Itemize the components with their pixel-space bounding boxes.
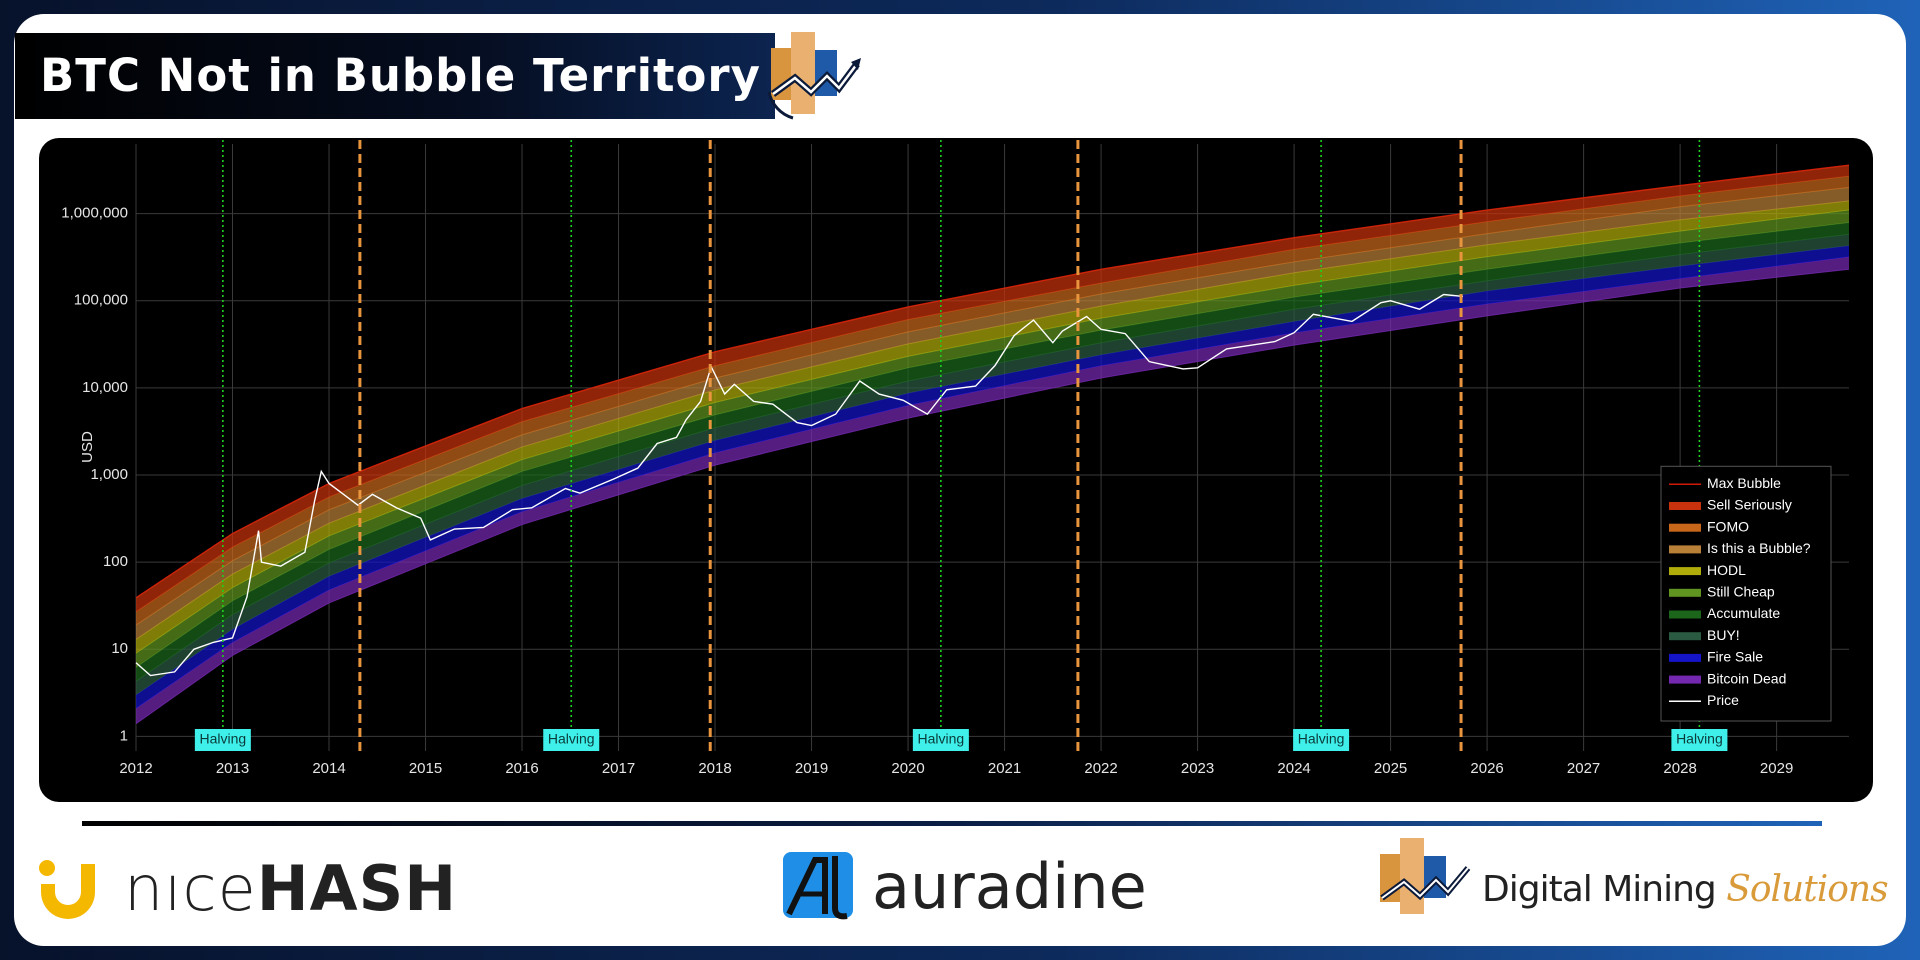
auradine-icon	[783, 852, 853, 920]
legend-label: Is this a Bubble?	[1707, 540, 1811, 556]
x-tick-label: 2021	[988, 760, 1021, 777]
legend-label: FOMO	[1707, 518, 1749, 534]
y-tick-label: 1,000	[90, 466, 128, 483]
legend-swatch	[1669, 502, 1701, 510]
x-tick-label: 2013	[216, 760, 249, 777]
x-tick-label: 2018	[698, 760, 731, 777]
y-tick-label: 10	[111, 640, 128, 657]
legend-swatch	[1669, 545, 1701, 554]
legend-swatch	[1669, 653, 1701, 662]
dms-footer-icon	[1380, 838, 1471, 914]
y-tick-label: 10,000	[82, 379, 128, 396]
x-tick-label: 2016	[505, 760, 538, 777]
legend-label: Fire Sale	[1707, 649, 1763, 665]
x-tick-label: 2027	[1567, 760, 1600, 777]
dms-accent: Solutions	[1726, 869, 1888, 910]
x-tick-label: 2017	[602, 760, 635, 777]
x-tick-label: 2028	[1663, 760, 1696, 777]
halving-label: Halving	[1676, 731, 1723, 747]
halving-label-box	[194, 729, 251, 751]
legend-swatch	[1669, 588, 1701, 597]
x-tick-label: 2019	[795, 760, 828, 777]
legend-swatch	[1669, 675, 1701, 684]
nicehash-light: nıce	[124, 852, 257, 925]
series-line	[135, 293, 1464, 677]
x-tick-label: 2015	[409, 760, 442, 777]
dms-logo: Digital Mining Solutions	[1482, 869, 1889, 910]
y-tick-label: 100,000	[74, 292, 128, 309]
y-axis-label: USD	[79, 431, 96, 463]
x-tick-label: 2025	[1374, 760, 1407, 777]
title-banner	[15, 33, 775, 119]
legend-label: HODL	[1707, 562, 1746, 578]
x-tick-label: 2012	[119, 760, 152, 777]
x-tick-label: 2026	[1470, 760, 1503, 777]
page-title: BTC Not in Bubble Territory	[40, 49, 761, 102]
halving-label-box	[1293, 729, 1350, 751]
x-tick-label: 2022	[1084, 760, 1117, 777]
x-tick-label: 2023	[1181, 760, 1214, 777]
y-tick-label: 100	[103, 553, 128, 570]
legend-swatch	[1669, 567, 1701, 576]
x-tick-label: 2014	[312, 760, 345, 777]
halving-label: Halving	[1298, 731, 1345, 747]
legend-label: Bitcoin Dead	[1707, 670, 1786, 686]
legend-swatch	[1669, 632, 1701, 641]
halving-label-box	[543, 729, 600, 751]
y-tick-label: 1,000,000	[61, 205, 128, 222]
nicehash-logo: nıceHASH	[124, 852, 457, 925]
legend-label: Accumulate	[1707, 605, 1780, 621]
halving-label: Halving	[548, 731, 595, 747]
legend-label: Sell Seriously	[1707, 497, 1792, 513]
nicehash-bold: HASH	[256, 852, 458, 925]
halving-label-box	[912, 729, 969, 751]
x-tick-label: 2024	[1277, 760, 1310, 777]
halving-label-box	[1671, 729, 1728, 751]
dms-main: Digital Mining	[1482, 869, 1717, 910]
legend-swatch	[1669, 523, 1701, 532]
y-tick-label: 1	[120, 727, 128, 744]
x-tick-label: 2020	[891, 760, 924, 777]
legend-label: Max Bubble	[1707, 475, 1781, 491]
halving-label: Halving	[200, 731, 247, 747]
nicehash-icon	[39, 860, 95, 919]
band-edge	[135, 268, 1850, 725]
x-tick-label: 2029	[1760, 760, 1793, 777]
legend-swatch	[1669, 610, 1701, 619]
divider	[82, 821, 1822, 826]
legend-label: Price	[1707, 692, 1739, 708]
legend-label: BUY!	[1707, 627, 1740, 643]
halving-label: Halving	[918, 731, 965, 747]
dms-logo-icon	[767, 32, 861, 120]
legend-label: Still Cheap	[1707, 584, 1775, 600]
auradine-logo: auradine	[872, 850, 1147, 923]
